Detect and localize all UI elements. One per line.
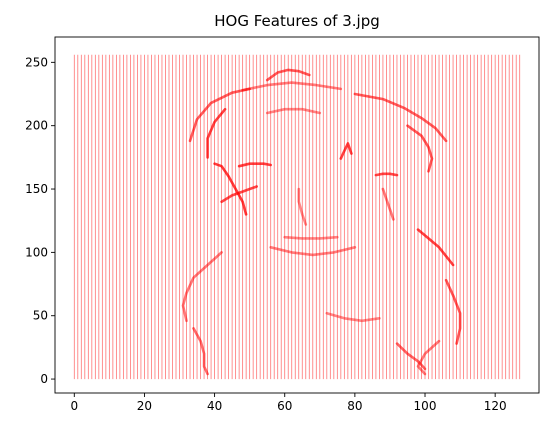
stroke-collar: [325, 311, 381, 323]
x-tick-label: 80: [347, 399, 362, 413]
stroke-right-brow: [339, 142, 353, 160]
plot-area: [55, 37, 539, 393]
chart-title: HOG Features of 3.jpg: [214, 12, 380, 30]
x-tick-label: 40: [207, 399, 222, 413]
x-tick-label: 0: [70, 399, 78, 413]
stroke-right-hair-arc: [353, 92, 448, 143]
y-tick-label: 200: [25, 119, 48, 133]
x-tick-label: 20: [137, 399, 152, 413]
x-tick-label: 120: [484, 399, 507, 413]
y-tick-label: 250: [25, 55, 48, 69]
x-tick-label: 60: [277, 399, 292, 413]
y-tick-label: 100: [25, 245, 48, 259]
stroke-right-cheek: [381, 187, 395, 221]
y-tick-label: 50: [33, 309, 48, 323]
y-axis: 0 50 100 150 200 250: [25, 55, 55, 386]
y-tick-label: 0: [40, 372, 48, 386]
stroke-forehead: [265, 107, 322, 115]
x-axis: 0 20 40 60 80 100 120: [70, 393, 507, 413]
x-tick-label: 100: [414, 399, 437, 413]
plot-background: [55, 37, 539, 393]
hog-columns: [73, 54, 521, 380]
y-tick-label: 150: [25, 182, 48, 196]
axes-border: [54, 36, 540, 394]
stroke-mouth: [283, 235, 339, 240]
axes-frame: [54, 36, 540, 394]
